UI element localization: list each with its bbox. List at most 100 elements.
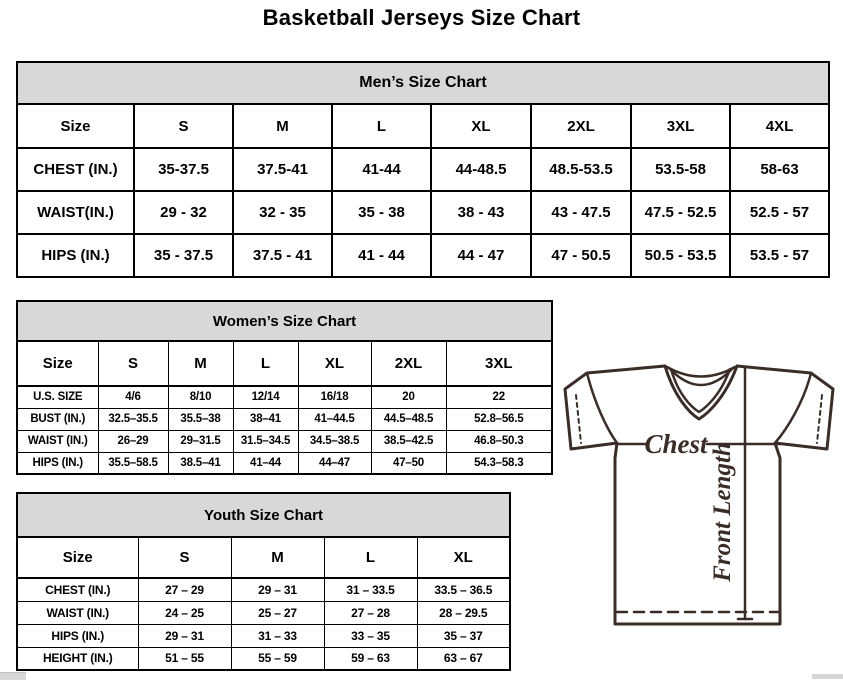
mens-cell: 41-44 [331, 147, 432, 192]
mens-cell: 44-48.5 [430, 147, 532, 192]
collar-back-arc-lower [667, 366, 735, 387]
womens-cell: 26–29 [97, 429, 169, 453]
mens-column-header: L [331, 103, 432, 149]
youth-cell: 35 – 37 [416, 623, 511, 648]
womens-cell: 8/10 [167, 385, 234, 409]
womens-cell: 4/6 [97, 385, 169, 409]
youth-row-label: CHEST (IN.) [16, 577, 139, 602]
mens-cell: 35-37.5 [133, 147, 234, 192]
youth-column-header: M [230, 536, 325, 579]
womens-cell: 46.8–50.3 [445, 429, 553, 453]
youth-cell: 33 – 35 [323, 623, 418, 648]
youth-row-label: WAIST (IN.) [16, 600, 139, 625]
womens-size-chart-table: Women’s Size Chart Size S M L XL 2XL 3XL U.S. SI… [16, 300, 553, 475]
chest-label: Chest [644, 429, 709, 459]
womens-cell: 38.5–42.5 [370, 429, 447, 453]
youth-column-header: S [137, 536, 232, 579]
youth-cell: 29 – 31 [230, 577, 325, 602]
womens-column-header: M [167, 340, 234, 387]
womens-row-label: U.S. SIZE [16, 385, 99, 409]
youth-row: HEIGHT (IN.) 51 – 55 55 – 59 59 – 63 63 – 67 [16, 646, 511, 671]
mens-table-title: Men’s Size Chart [16, 61, 830, 105]
jersey-outline [563, 364, 835, 626]
mens-cell: 35 - 38 [331, 190, 432, 235]
womens-row-label: HIPS (IN.) [16, 451, 99, 475]
womens-cell: 22 [445, 385, 553, 409]
mens-column-header: XL [430, 103, 532, 149]
mens-column-header: 2XL [530, 103, 632, 149]
youth-row: CHEST (IN.) 27 – 29 29 – 31 31 – 33.5 33.5 –… [16, 577, 511, 602]
youth-cell: 51 – 55 [137, 646, 232, 671]
womens-cell: 52.8–56.5 [445, 407, 553, 431]
youth-cell: 27 – 29 [137, 577, 232, 602]
womens-cell: 44.5–48.5 [370, 407, 447, 431]
cuff-dashed-left-line [575, 394, 582, 444]
mens-row: HIPS (IN.) 35 - 37.5 37.5 - 41 41 - 44 44 - … [16, 233, 830, 278]
womens-cell: 29–31.5 [167, 429, 234, 453]
womens-table-title: Women’s Size Chart [16, 300, 553, 342]
mens-column-header: S [133, 103, 234, 149]
cuff-dashed-right-line [816, 394, 823, 444]
youth-row: HIPS (IN.) 29 – 31 31 – 33 33 – 35 35 – 37 [16, 623, 511, 648]
mens-column-header: 4XL [729, 103, 830, 149]
mens-cell: 32 - 35 [232, 190, 333, 235]
mens-row: CHEST (IN.) 35-37.5 37.5-41 41-44 44-48.5 48.… [16, 147, 830, 192]
mens-row: WAIST(IN.) 29 - 32 32 - 35 35 - 38 38 - 43 43… [16, 190, 830, 235]
mens-row-label: HIPS (IN.) [16, 233, 135, 278]
collar-back-arc-upper [665, 365, 737, 378]
youth-cell: 25 – 27 [230, 600, 325, 625]
mens-cell: 37.5-41 [232, 147, 333, 192]
womens-cell: 35.5–38 [167, 407, 234, 431]
womens-cell: 38–41 [232, 407, 299, 431]
youth-row: WAIST (IN.) 24 – 25 25 – 27 27 – 28 28 – 29.… [16, 600, 511, 625]
mens-column-header: Size [16, 103, 135, 149]
mens-cell: 47.5 - 52.5 [630, 190, 731, 235]
youth-cell: 59 – 63 [323, 646, 418, 671]
mens-cell: 48.5-53.5 [530, 147, 632, 192]
collar-outer-v-line [663, 364, 739, 421]
womens-cell: 38.5–41 [167, 451, 234, 475]
sleeve-seam-right-line [773, 371, 813, 445]
youth-row-label: HEIGHT (IN.) [16, 646, 139, 671]
sleeve-seam-left-line [585, 371, 619, 445]
mens-cell: 53.5 - 57 [729, 233, 830, 278]
youth-cell: 24 – 25 [137, 600, 232, 625]
youth-size-chart-table: Youth Size Chart Size S M L XL CHEST (IN.) 27 –… [16, 492, 511, 671]
mens-size-chart-table: Men’s Size Chart Size S M L XL 2XL 3XL 4XL CHEST … [16, 61, 830, 278]
youth-cell: 27 – 28 [323, 600, 418, 625]
mens-row-label: CHEST (IN.) [16, 147, 135, 192]
womens-row-label: BUST (IN.) [16, 407, 99, 431]
youth-cell: 63 – 67 [416, 646, 511, 671]
womens-cell: 34.5–38.5 [297, 429, 372, 453]
womens-column-header: L [232, 340, 299, 387]
youth-column-header: L [323, 536, 418, 579]
youth-cell: 31 – 33.5 [323, 577, 418, 602]
womens-row: WAIST (IN.) 26–29 29–31.5 31.5–34.5 34.5–38.… [16, 429, 553, 453]
womens-row: BUST (IN.) 32.5–35.5 35.5–38 38–41 41–44.5 44… [16, 407, 553, 431]
womens-row: U.S. SIZE 4/6 8/10 12/14 16/18 20 22 [16, 385, 553, 409]
womens-cell: 41–44 [232, 451, 299, 475]
womens-cell: 44–47 [297, 451, 372, 475]
mens-column-header: M [232, 103, 333, 149]
womens-column-header: 2XL [370, 340, 447, 387]
collar-inner-v-line [669, 367, 732, 414]
womens-cell: 31.5–34.5 [232, 429, 299, 453]
mens-cell: 38 - 43 [430, 190, 532, 235]
mens-cell: 50.5 - 53.5 [630, 233, 731, 278]
womens-cell: 47–50 [370, 451, 447, 475]
youth-cell: 55 – 59 [230, 646, 325, 671]
womens-row: HIPS (IN.) 35.5–58.5 38.5–41 41–44 44–47 47–5… [16, 451, 553, 475]
horizontal-scrollbar-right-fragment[interactable] [812, 674, 843, 679]
youth-cell: 31 – 33 [230, 623, 325, 648]
youth-column-header: XL [416, 536, 511, 579]
mens-cell: 41 - 44 [331, 233, 432, 278]
womens-cell: 32.5–35.5 [97, 407, 169, 431]
youth-row-label: HIPS (IN.) [16, 623, 139, 648]
womens-row-label: WAIST (IN.) [16, 429, 99, 453]
horizontal-scrollbar-left-fragment[interactable] [0, 672, 26, 680]
womens-cell: 35.5–58.5 [97, 451, 169, 475]
mens-cell: 35 - 37.5 [133, 233, 234, 278]
mens-cell: 58-63 [729, 147, 830, 192]
youth-table-title: Youth Size Chart [16, 492, 511, 538]
womens-column-header: 3XL [445, 340, 553, 387]
